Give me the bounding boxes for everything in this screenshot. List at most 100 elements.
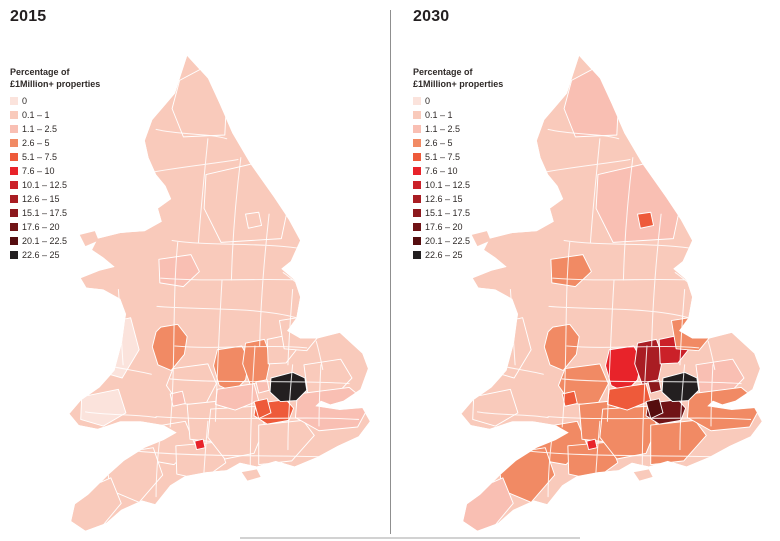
panel-2030: 2030 Percentage of £1Million+ properties… [390, 0, 780, 541]
legend-row-6: 10.1 – 12.5 [413, 178, 543, 192]
legend-row-10: 20.1 – 22.5 [10, 234, 140, 248]
region-sussex[interactable] [258, 419, 315, 466]
legend-row-4: 5.1 – 7.5 [10, 150, 140, 164]
region-wales_sw[interactable] [472, 388, 519, 427]
country-base [69, 55, 370, 531]
region-surrey_wedge[interactable] [253, 398, 272, 419]
legend-label: 7.6 – 10 [425, 166, 458, 176]
legend-row-9: 17.6 – 20 [10, 220, 140, 234]
region-essex[interactable] [695, 358, 745, 396]
legend-label: 10.1 – 12.5 [22, 180, 68, 190]
legend-2030: Percentage of £1Million+ properties 0 0.1… [413, 66, 543, 262]
panel-title-2030: 2030 [413, 8, 450, 25]
region-anglesey[interactable] [471, 231, 491, 247]
region-isle_of_wight[interactable] [241, 469, 261, 481]
region-dorset[interactable] [567, 441, 619, 481]
legend-row-4: 5.1 – 7.5 [413, 150, 543, 164]
region-sussex[interactable] [650, 419, 707, 466]
region-warwickshire[interactable] [151, 323, 188, 371]
legend-swatch-icon [10, 237, 18, 245]
region-isle_of_wight[interactable] [633, 469, 653, 481]
legend-swatch-icon [413, 181, 421, 189]
legend-row-9: 17.6 – 20 [413, 220, 543, 234]
legend-swatch-icon [413, 209, 421, 217]
legend-row-6: 10.1 – 12.5 [10, 178, 140, 192]
legend-row-11: 22.6 – 25 [413, 248, 543, 262]
region-surrey_wedge[interactable] [645, 398, 664, 419]
region-essex[interactable] [303, 358, 353, 396]
legend-label: 17.6 – 20 [22, 222, 60, 232]
region-cornwall[interactable] [461, 477, 514, 536]
legend-label: 5.1 – 7.5 [425, 152, 461, 162]
legend-row-8: 15.1 – 17.5 [10, 206, 140, 220]
legend-label: 1.1 – 2.5 [22, 124, 58, 134]
bottom-rule [240, 537, 580, 539]
legend-label: 0.1 – 1 [22, 110, 50, 120]
legend-swatch-icon [413, 167, 421, 175]
legend-title-line2: £1Million+ properties [10, 79, 101, 89]
legend-label: 2.6 – 5 [425, 138, 453, 148]
legend-row-1: 0.1 – 1 [10, 108, 140, 122]
legend-label: 20.1 – 22.5 [425, 236, 471, 246]
region-northumberland[interactable] [563, 64, 620, 138]
region-north_yorkshire[interactable] [595, 162, 682, 243]
legend-title: Percentage of £1Million+ properties [10, 66, 140, 90]
legend-swatch-icon [10, 181, 18, 189]
england-wales-map-2015 [69, 55, 370, 536]
legend-row-1: 0.1 – 1 [413, 108, 543, 122]
legend-label: 1.1 – 2.5 [425, 124, 461, 134]
legend-label: 0.1 – 1 [425, 110, 453, 120]
legend-label: 15.1 – 17.5 [425, 208, 471, 218]
legend-swatch-icon [413, 251, 421, 259]
legend-row-3: 2.6 – 5 [10, 136, 140, 150]
region-wales_sw[interactable] [80, 388, 127, 427]
region-london[interactable] [269, 371, 308, 403]
legend-label: 17.6 – 20 [425, 222, 463, 232]
legend-swatch-icon [10, 223, 18, 231]
legend-row-7: 12.6 – 15 [10, 192, 140, 206]
legend-row-0: 0 [413, 94, 543, 108]
legend-2015: Percentage of £1Million+ properties 0 0.1… [10, 66, 140, 262]
legend-label: 15.1 – 17.5 [22, 208, 68, 218]
legend-label: 2.6 – 5 [22, 138, 50, 148]
region-anglesey[interactable] [79, 231, 99, 247]
legend-swatch-icon [413, 125, 421, 133]
legend-label: 12.6 – 15 [425, 194, 463, 204]
region-kent[interactable] [294, 386, 370, 432]
choropleth-map-2030 [446, 54, 780, 540]
legend-swatch-icon [413, 153, 421, 161]
legend-label: 7.6 – 10 [22, 166, 55, 176]
region-york[interactable] [637, 211, 655, 229]
region-cornwall[interactable] [69, 477, 122, 536]
legend-title: Percentage of £1Million+ properties [413, 66, 543, 90]
region-northumberland[interactable] [171, 64, 228, 138]
legend-label: 12.6 – 15 [22, 194, 60, 204]
legend-title-line1: Percentage of [413, 67, 473, 77]
legend-row-2: 1.1 – 2.5 [413, 122, 543, 136]
legend-rows: 0 0.1 – 1 1.1 – 2.5 2.6 – 5 5.1 – 7.5 7.6 – 1… [413, 94, 543, 262]
region-dorset[interactable] [175, 441, 227, 481]
legend-swatch-icon [10, 139, 18, 147]
legend-swatch-icon [10, 153, 18, 161]
region-warwickshire[interactable] [543, 323, 580, 371]
legend-row-11: 22.6 – 25 [10, 248, 140, 262]
region-poole[interactable] [586, 438, 598, 451]
legend-row-3: 2.6 – 5 [413, 136, 543, 150]
legend-label: 22.6 – 25 [22, 250, 60, 260]
region-london[interactable] [661, 371, 700, 403]
legend-swatch-icon [413, 223, 421, 231]
region-windsor[interactable] [647, 379, 662, 394]
region-windsor[interactable] [255, 379, 270, 394]
legend-row-5: 7.6 – 10 [413, 164, 543, 178]
region-north_yorkshire[interactable] [203, 162, 290, 243]
legend-swatch-icon [413, 195, 421, 203]
region-kent[interactable] [686, 386, 762, 432]
legend-row-8: 15.1 – 17.5 [413, 206, 543, 220]
panel-2015: 2015 Percentage of £1Million+ properties… [10, 8, 370, 536]
legend-label: 20.1 – 22.5 [22, 236, 68, 246]
legend-row-0: 0 [10, 94, 140, 108]
panel-divider [390, 10, 391, 534]
legend-title-line2: £1Million+ properties [413, 79, 504, 89]
region-york[interactable] [245, 211, 263, 229]
region-poole[interactable] [194, 438, 206, 451]
